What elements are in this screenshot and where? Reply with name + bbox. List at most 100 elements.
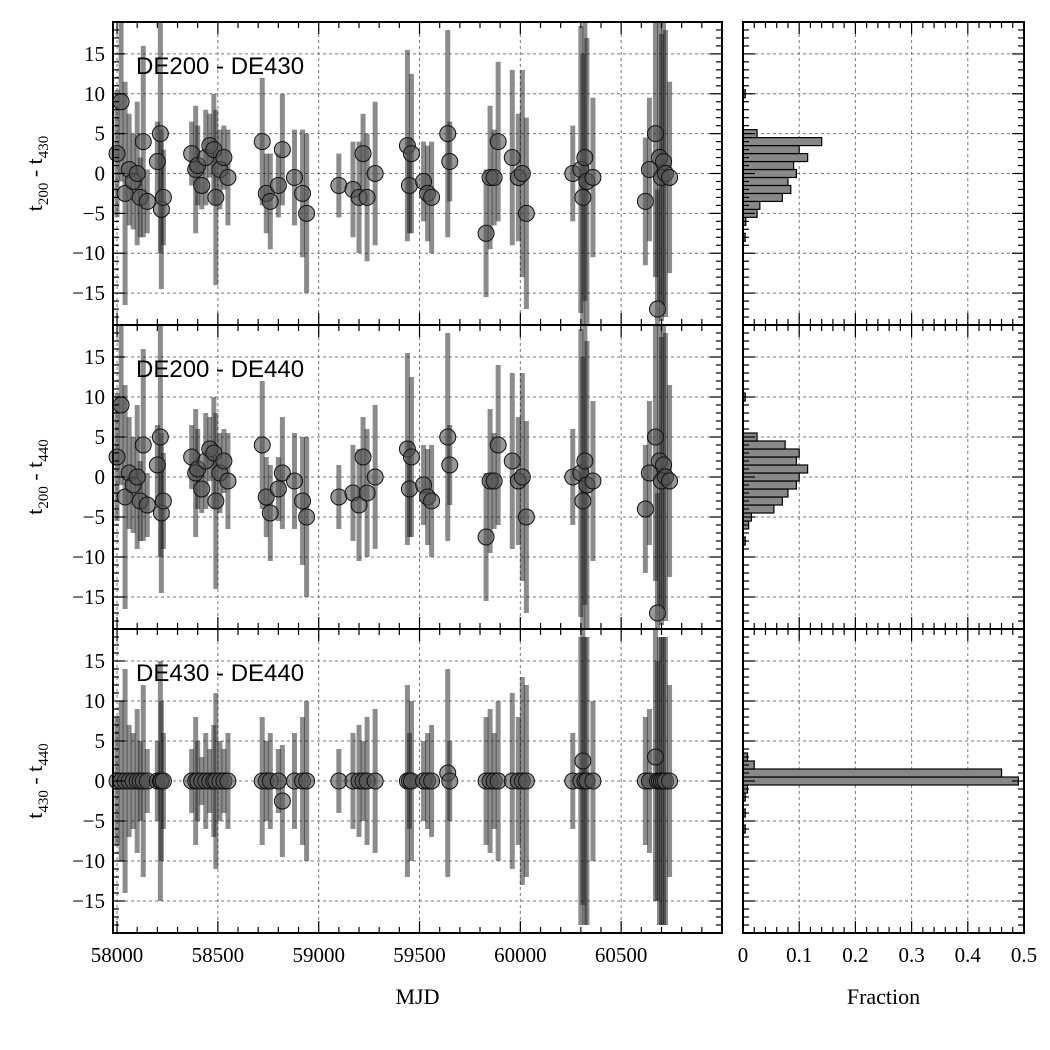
- data-point: [354, 145, 372, 163]
- data-point: [584, 472, 602, 490]
- data-point: [219, 168, 237, 186]
- x-axis-label: Fraction: [847, 984, 920, 1009]
- data-point: [253, 133, 271, 151]
- data-point: [138, 192, 156, 210]
- data-point: [207, 492, 225, 510]
- y-tick-label: −15: [72, 585, 105, 609]
- data-point: [193, 480, 211, 498]
- data-point: [269, 772, 287, 790]
- data-point: [485, 472, 503, 490]
- data-point: [134, 436, 152, 454]
- panel-title: DE430 - DE440: [136, 660, 304, 687]
- data-point: [574, 752, 592, 770]
- x-tick-label: 60500: [595, 943, 648, 967]
- y-tick-label: −10: [72, 241, 105, 265]
- data-point: [330, 176, 348, 194]
- data-point: [219, 472, 237, 490]
- data-points: [108, 93, 679, 318]
- histogram-bar: [742, 768, 1003, 778]
- data-point: [148, 153, 166, 171]
- data-point: [636, 192, 654, 210]
- data-point: [636, 500, 654, 518]
- x-tick-label: 0.3: [898, 943, 924, 967]
- grid-lines: [743, 22, 1024, 325]
- x-tick-label: 0.5: [1011, 943, 1037, 967]
- data-point: [294, 492, 312, 510]
- data-point: [584, 168, 602, 186]
- data-point: [154, 492, 172, 510]
- data-point: [423, 188, 441, 206]
- histogram-bar: [742, 480, 797, 490]
- data-point: [273, 141, 291, 159]
- ticks: [742, 325, 1025, 629]
- data-point: [441, 153, 459, 171]
- x-tick-label: 58500: [192, 943, 245, 967]
- y-axis-label-part: - t: [22, 766, 47, 790]
- data-point: [269, 480, 287, 498]
- y-tick-label: 5: [95, 729, 106, 753]
- data-point: [128, 468, 146, 486]
- y-axis-label: t430 - t440: [22, 743, 52, 819]
- y-axis-label-part: 430: [36, 136, 52, 159]
- data-point: [269, 176, 287, 194]
- ticks: [113, 629, 723, 933]
- data-point: [108, 145, 126, 163]
- histogram-bar: [742, 488, 789, 498]
- histogram-bar: [742, 776, 1019, 786]
- histogram-bars: [742, 89, 823, 242]
- data-point: [576, 149, 594, 167]
- data-point: [646, 748, 664, 766]
- data-point: [151, 428, 169, 446]
- y-axis-label-part: 440: [36, 439, 52, 462]
- y-axis-label: t200 - t430: [22, 136, 52, 212]
- y-tick-label: 15: [84, 345, 105, 369]
- data-point: [330, 772, 348, 790]
- data-point: [648, 300, 666, 318]
- grid-lines: [743, 325, 1024, 629]
- y-tick-label: −5: [83, 201, 105, 225]
- data-point: [441, 456, 459, 474]
- y-axis-label-part: 440: [36, 743, 52, 766]
- data-point: [503, 452, 521, 470]
- data-point: [215, 452, 233, 470]
- data-point: [485, 168, 503, 186]
- data-point: [285, 168, 303, 186]
- y-tick-label: −10: [72, 545, 105, 569]
- data-point: [215, 149, 233, 167]
- data-point: [366, 468, 384, 486]
- data-point: [517, 772, 535, 790]
- data-point: [439, 125, 457, 143]
- histogram-panel-1: [742, 21, 1025, 326]
- ticks: [113, 22, 723, 325]
- data-point: [646, 428, 664, 446]
- x-tick-label: 0.4: [955, 943, 982, 967]
- y-axis-label-part: 430: [36, 790, 52, 813]
- data-point: [517, 204, 535, 222]
- panel-title: DE200 - DE440: [136, 356, 304, 383]
- data-points: [108, 748, 679, 810]
- y-tick-label: 0: [95, 465, 106, 489]
- data-point: [298, 204, 316, 222]
- data-point: [154, 772, 172, 790]
- data-point: [423, 492, 441, 510]
- x-tick-label: 58000: [91, 943, 144, 967]
- data-point: [400, 480, 418, 498]
- data-point: [402, 145, 420, 163]
- data-point: [154, 188, 172, 206]
- x-tick-label: 59000: [292, 943, 345, 967]
- data-point: [439, 428, 457, 446]
- data-point: [513, 165, 531, 182]
- data-point: [489, 436, 507, 454]
- data-point: [574, 492, 592, 510]
- histogram-bars: [742, 392, 809, 546]
- data-point: [354, 448, 372, 466]
- data-point: [661, 168, 679, 186]
- y-tick-label: 15: [84, 649, 105, 673]
- data-point: [423, 772, 441, 790]
- histogram-panel-2: [742, 324, 1025, 630]
- y-tick-label: 0: [95, 769, 106, 793]
- y-tick-label: −15: [72, 281, 105, 305]
- data-point: [358, 484, 376, 502]
- data-point: [646, 125, 664, 143]
